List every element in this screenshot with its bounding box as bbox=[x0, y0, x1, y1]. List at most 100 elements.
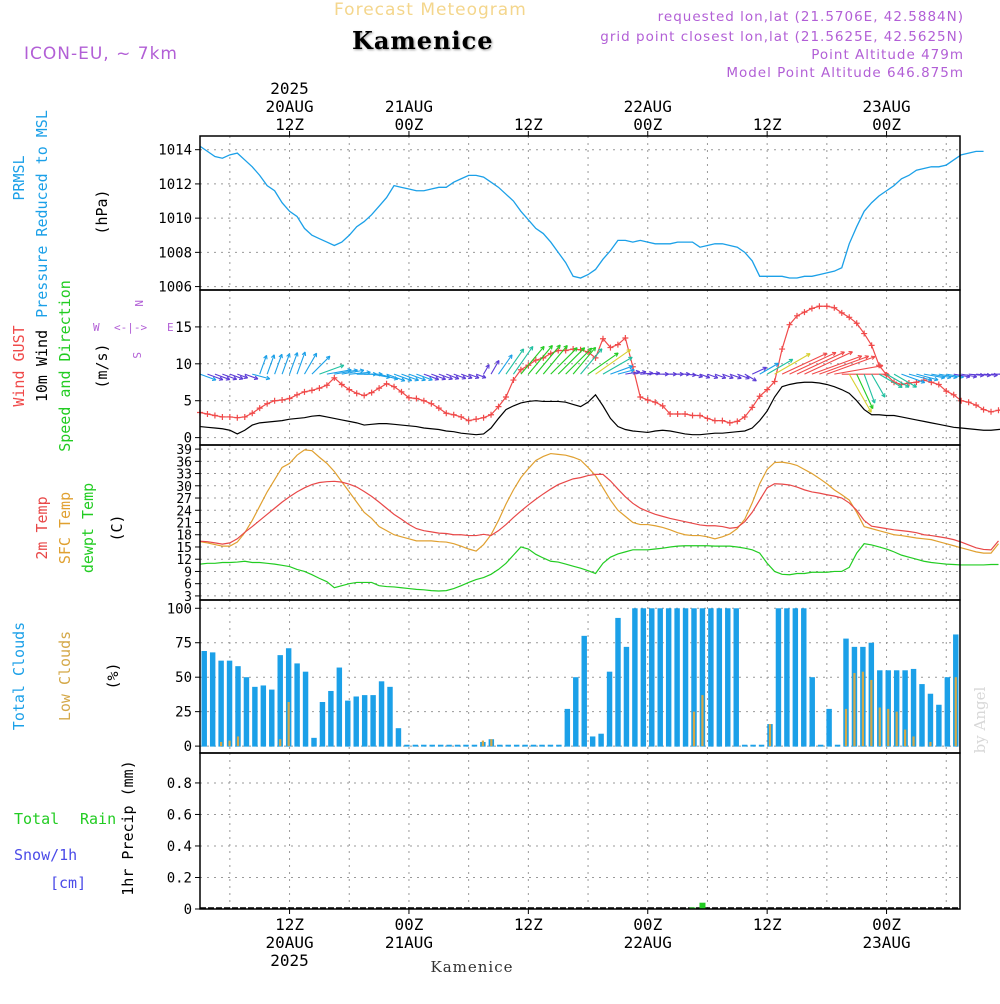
wind-arrowhead bbox=[454, 375, 460, 380]
gust-line bbox=[199, 305, 1000, 424]
total-cloud-bar bbox=[741, 744, 748, 747]
total-cloud-bar bbox=[665, 608, 672, 747]
gust-marker bbox=[674, 411, 681, 417]
wind-arrowhead bbox=[286, 353, 291, 358]
total-cloud-bar bbox=[530, 744, 537, 747]
wind-arrowhead bbox=[591, 346, 597, 352]
wind-arrowhead bbox=[540, 345, 545, 351]
wind-arrowhead bbox=[870, 355, 876, 360]
gust-marker bbox=[756, 393, 763, 400]
wind-arrowhead bbox=[920, 379, 926, 384]
total-cloud-bar bbox=[421, 744, 427, 747]
wind-arrow bbox=[535, 344, 561, 375]
wind-arrowhead bbox=[461, 375, 467, 380]
wind-arrowhead bbox=[628, 356, 633, 361]
low-cloud-bar bbox=[887, 708, 890, 747]
low-cloud-bar bbox=[929, 741, 932, 747]
low-cloud-bar bbox=[912, 736, 915, 747]
wind-arrow bbox=[692, 373, 703, 378]
gust-marker bbox=[704, 415, 711, 422]
wind-arrowhead bbox=[630, 368, 635, 373]
rain-label: Rain bbox=[80, 810, 116, 828]
wind-arrow bbox=[707, 373, 718, 379]
wind-arrow bbox=[423, 373, 439, 381]
low-cloud-bar bbox=[904, 729, 907, 747]
wind-arrowhead bbox=[848, 351, 853, 356]
total-cloud-bar bbox=[826, 708, 832, 747]
time-label-top: 21AUG bbox=[385, 97, 433, 116]
wind-arrow bbox=[751, 366, 767, 375]
total-label: Total bbox=[14, 810, 59, 828]
time-label-bottom: 00Z bbox=[633, 915, 662, 934]
wind-arrow bbox=[580, 348, 603, 375]
gust-marker bbox=[622, 334, 629, 341]
total-cloud-bar bbox=[226, 660, 233, 747]
wind-arrowhead bbox=[580, 347, 586, 352]
hpa-label: (hPa) bbox=[93, 189, 111, 234]
total-cloud-bar bbox=[505, 744, 511, 747]
t2m-label: 2m Temp bbox=[33, 496, 51, 559]
total-cloud-bar bbox=[513, 744, 520, 747]
gust-marker bbox=[696, 412, 703, 419]
total-cloud-bar bbox=[387, 686, 393, 747]
wind-arrow bbox=[341, 369, 364, 375]
wind-arrowhead bbox=[218, 376, 224, 381]
rain-bar bbox=[689, 907, 696, 909]
wind-arrowhead bbox=[407, 377, 413, 382]
gust-marker bbox=[346, 386, 353, 393]
wind-arrow bbox=[647, 372, 660, 375]
wind-arrow bbox=[781, 352, 828, 375]
gust-marker bbox=[256, 405, 263, 412]
y-tick-label: 1014 bbox=[158, 143, 192, 159]
gust-marker bbox=[846, 314, 853, 321]
wind-arrow bbox=[237, 373, 248, 379]
wind-arrowhead bbox=[788, 358, 794, 363]
total-cloud-bar bbox=[893, 670, 900, 747]
total-cloud-bar bbox=[497, 744, 503, 747]
low-cloud-bar bbox=[228, 740, 231, 747]
snow-label: Snow/1h bbox=[14, 846, 77, 864]
wind-arrowhead bbox=[263, 354, 268, 360]
time-label-bottom: 00Z bbox=[394, 915, 423, 934]
total-cloud-bar bbox=[606, 671, 613, 747]
gust-marker bbox=[391, 383, 398, 390]
gust-marker bbox=[861, 330, 868, 337]
wind-arrowhead bbox=[278, 353, 283, 359]
total-cloud-bar bbox=[725, 608, 731, 747]
wind-arrow bbox=[371, 373, 391, 378]
wind-arrowhead bbox=[864, 355, 870, 360]
total-cloud-bar bbox=[463, 744, 469, 747]
wind-arrow bbox=[610, 365, 633, 375]
wind-arrowhead bbox=[211, 376, 217, 381]
total-clouds-label: Total Clouds bbox=[10, 622, 28, 730]
y-tick-label: 100 bbox=[167, 601, 192, 617]
wind-arrowhead bbox=[448, 375, 453, 381]
wind-arrow bbox=[542, 345, 568, 375]
wind-arrow bbox=[931, 373, 952, 379]
wind10m-label: 10m Wind bbox=[33, 330, 51, 402]
wind-arrowhead bbox=[573, 347, 578, 352]
time-label-top: 23AUG bbox=[862, 97, 910, 116]
wind-arrowhead bbox=[548, 344, 553, 350]
gust-marker bbox=[443, 410, 450, 417]
y-tick-label: 18 bbox=[176, 529, 192, 544]
y-tick-label: 10 bbox=[175, 357, 192, 373]
wind-arrowhead bbox=[721, 374, 727, 380]
total-cloud-bar bbox=[581, 635, 587, 747]
wind-arrow bbox=[349, 371, 371, 375]
wind-arrowhead bbox=[508, 354, 513, 359]
total-cloud-bar bbox=[682, 608, 689, 747]
low-clouds-label: Low Clouds bbox=[56, 631, 74, 721]
gust-marker bbox=[308, 387, 315, 394]
wind-arrow bbox=[878, 373, 903, 388]
y-tick-label: 33 bbox=[176, 468, 192, 483]
wind-arrowhead bbox=[359, 368, 365, 374]
gust-marker bbox=[659, 402, 666, 409]
compass-e: E bbox=[167, 321, 174, 334]
wind-arrowhead bbox=[428, 376, 433, 381]
wind-arrow bbox=[229, 373, 244, 380]
wind-arrow bbox=[789, 352, 837, 375]
gust-marker bbox=[831, 304, 838, 311]
wind-arrow bbox=[976, 373, 991, 376]
